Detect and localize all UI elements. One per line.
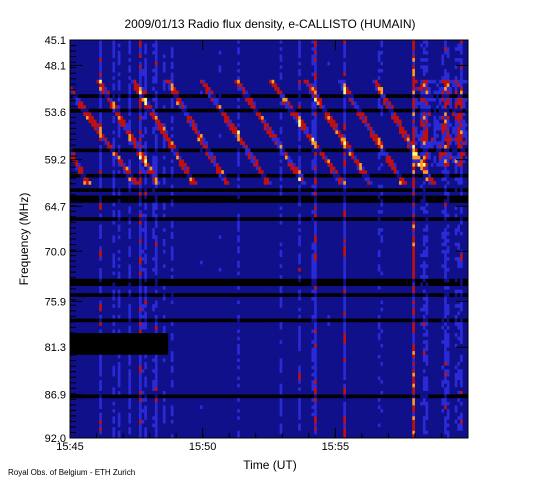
x-tick-label: 15:50 xyxy=(189,441,217,453)
y-tick-label: 70.0 xyxy=(45,246,66,258)
spectrogram-cells xyxy=(70,40,469,439)
y-tick-label: 53.6 xyxy=(45,107,66,119)
chart-title: 2009/01/13 Radio flux density, e-CALLIST… xyxy=(124,17,415,31)
x-tick-label: 15:55 xyxy=(322,441,350,453)
credit-text: Royal Obs. of Belgium - ETH Zurich xyxy=(8,468,135,477)
y-tick-label: 75.9 xyxy=(45,296,66,308)
x-axis: 15:45 15:50 15:55 xyxy=(56,40,469,453)
y-tick-label: 81.3 xyxy=(45,342,66,354)
y-tick-label: 92.0 xyxy=(45,433,66,445)
y-axis-label: Frequency (MHz) xyxy=(17,193,31,286)
y-tick-label: 64.7 xyxy=(45,201,66,213)
y-tick-label: 45.1 xyxy=(45,35,66,47)
x-axis-label: Time (UT) xyxy=(243,458,297,472)
y-tick-label: 48.1 xyxy=(45,60,66,72)
y-tick-label: 86.9 xyxy=(45,390,66,402)
plot-area xyxy=(69,39,469,439)
y-tick-label: 59.2 xyxy=(45,155,66,167)
y-axis: 45.1 48.1 53.6 59.2 64.7 70.0 75.9 81.3 86.9 92.0 xyxy=(45,35,468,445)
x-tick-label: 15:45 xyxy=(56,441,84,453)
